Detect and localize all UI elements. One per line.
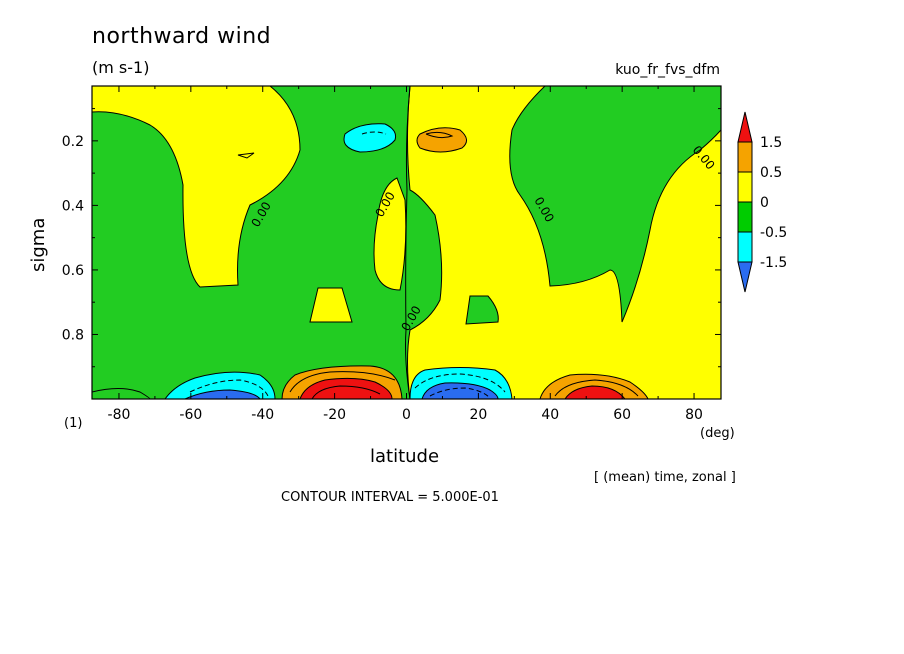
x-tick-label: 80	[685, 407, 703, 423]
fill-region-orange-upper	[416, 127, 467, 153]
colorbar-swatch	[737, 231, 753, 263]
fill-region-red-sh-lower	[299, 377, 393, 399]
contour-line-sh-max-1	[289, 371, 396, 393]
x-tick-label: 40	[541, 407, 559, 423]
fill-region-yellow-blip	[237, 152, 255, 159]
x-tick-label: -80	[108, 407, 131, 423]
x-axis-ticks: -80 -60 -40 -20 0 20 40 60 80	[108, 86, 703, 423]
contour-line-upper-max	[425, 131, 454, 139]
y-tick-label: 0.4	[62, 198, 84, 214]
colorbar-label: -0.5	[760, 225, 787, 241]
colorbar: 1.5 0.5 0 -0.5 -1.5	[737, 111, 787, 293]
fill-region-cyan-upper	[343, 123, 396, 153]
fill-region-green-sw-corner	[92, 388, 151, 399]
colorbar-swatch	[737, 171, 753, 203]
y-tick-label: 0.2	[62, 134, 84, 150]
colorbar-swatch	[737, 201, 753, 233]
contour-line-dashed-sh	[189, 379, 269, 397]
colorbar-label: 1.5	[760, 135, 782, 151]
fill-region-yellow-sh-upper	[92, 86, 301, 288]
fill-region-blue-sh-lower	[184, 389, 261, 399]
y-tick-label: 0.8	[62, 327, 84, 343]
x-axis-unit: (deg)	[700, 426, 735, 441]
colorbar-arrow-top	[737, 111, 753, 143]
contour-fill-layer	[92, 86, 721, 399]
contour-line-nh-max	[554, 379, 639, 397]
x-tick-label: 20	[469, 407, 487, 423]
fill-region-red-nh-lower	[564, 385, 626, 399]
contour-line-dashed-nh-1	[414, 373, 506, 393]
colorbar-arrow-bottom	[737, 261, 753, 293]
chart-units: (m s-1)	[92, 58, 150, 77]
x-tick-label: -40	[251, 407, 274, 423]
x-tick-label: 60	[613, 407, 631, 423]
colorbar-label: -1.5	[760, 255, 787, 271]
y-tick-label: 0.6	[62, 263, 84, 279]
chart-title: northward wind	[92, 24, 272, 49]
x-tick-label: -20	[323, 407, 346, 423]
colorbar-swatch	[737, 141, 753, 173]
fill-region-yellow-blob-west	[373, 177, 407, 291]
y-axis-ticks: 0.2 0.4 0.6 0.8	[62, 108, 721, 400]
panel-number: (1)	[64, 416, 83, 431]
x-axis-title: latitude	[370, 446, 440, 467]
fill-region-yellow-blob-small	[309, 287, 353, 323]
fill-region-green-blob	[465, 295, 499, 325]
contour-line-sh-max-2	[311, 385, 381, 399]
contour-line-equator-zero	[405, 86, 411, 399]
run-name: kuo_fr_fvs_dfm	[615, 62, 720, 78]
contour-interval: CONTOUR INTERVAL = 5.000E-01	[281, 490, 499, 505]
x-tick-label: 0	[402, 407, 411, 423]
colorbar-label: 0	[760, 195, 769, 211]
contour-line-dashed-upper	[361, 131, 387, 135]
x-tick-label: -60	[179, 407, 202, 423]
contour-line-dashed-nh-2	[429, 387, 491, 399]
mean-note: [ (mean) time, zonal ]	[594, 470, 736, 485]
colorbar-label: 0.5	[760, 165, 782, 181]
fill-region-blue-nh-lower	[421, 382, 499, 399]
y-axis-title: sigma	[28, 217, 49, 272]
